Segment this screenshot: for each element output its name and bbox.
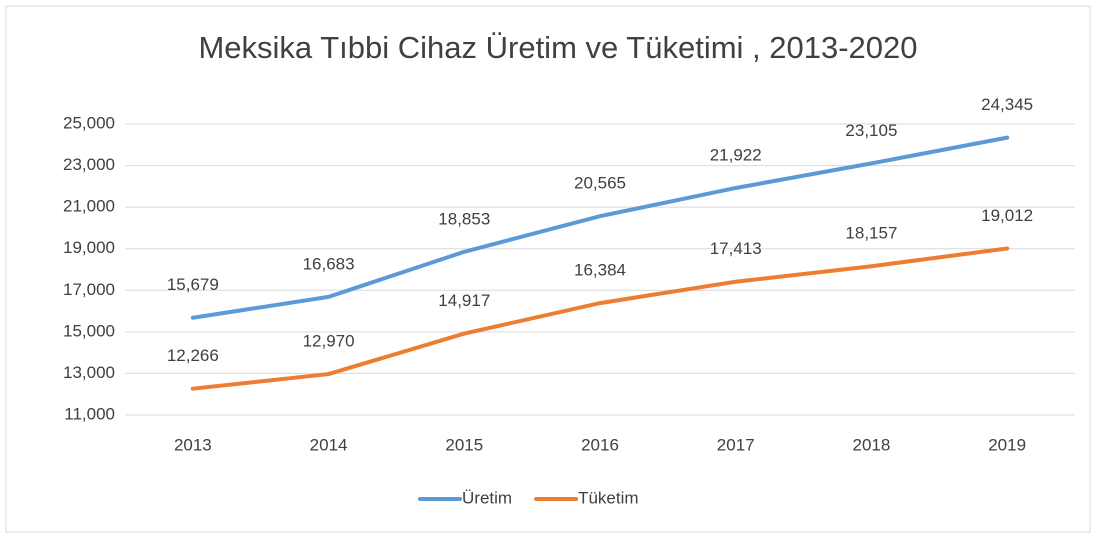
data-label: 18,853 [438, 209, 490, 228]
data-label: 16,384 [574, 261, 626, 280]
data-label: 12,266 [167, 346, 219, 365]
data-label: 20,565 [574, 174, 626, 193]
x-tick-label: 2015 [445, 435, 483, 454]
y-tick-label: 23,000 [63, 155, 115, 174]
chart-title: Meksika Tıbbi Cihaz Üretim ve Tüketimi ,… [198, 30, 917, 65]
x-tick-label: 2018 [853, 435, 891, 454]
series-line [190, 135, 1010, 320]
data-label: 16,683 [303, 254, 355, 273]
data-label: 15,679 [167, 275, 219, 294]
data-label: 14,917 [438, 291, 490, 310]
series-line [190, 246, 1010, 391]
y-tick-label: 21,000 [63, 197, 115, 216]
chart-border [5, 5, 1091, 533]
data-label: 23,105 [845, 121, 897, 140]
x-tick-label: 2014 [310, 435, 348, 454]
x-tick-label: 2017 [717, 435, 755, 454]
data-label: 24,345 [981, 95, 1033, 114]
data-label: 17,413 [710, 239, 762, 258]
legend-label: Tüketim [578, 488, 638, 507]
data-label: 19,012 [981, 206, 1033, 225]
x-tick-label: 2019 [988, 435, 1026, 454]
y-tick-label: 19,000 [63, 238, 115, 257]
y-tick-label: 17,000 [63, 280, 115, 299]
y-tick-label: 25,000 [63, 113, 115, 132]
x-tick-label: 2016 [581, 435, 619, 454]
y-tick-label: 11,000 [64, 404, 115, 423]
y-tick-label: 15,000 [63, 321, 115, 340]
x-tick-label: 2013 [174, 435, 212, 454]
y-tick-label: 13,000 [63, 363, 115, 382]
data-label: 21,922 [710, 145, 762, 164]
data-label: 12,970 [303, 332, 355, 351]
legend-label: Üretim [462, 488, 512, 507]
data-label: 18,157 [845, 224, 897, 243]
